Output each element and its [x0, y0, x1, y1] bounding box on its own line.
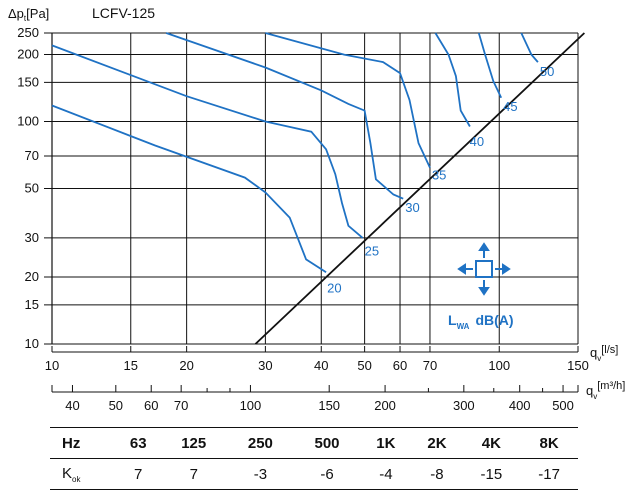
curve-label-35: 35 [432, 168, 446, 183]
curve-20 [51, 104, 327, 274]
x-tick-label-m3h: 150 [318, 398, 340, 413]
x-tick-label-m3h: 300 [453, 398, 475, 413]
y-tick-label: 100 [17, 114, 39, 129]
x-tick-label-m3h: 60 [144, 398, 158, 413]
curve-label-40: 40 [470, 134, 484, 149]
table-cell: 7 [160, 458, 228, 490]
y-tick-label: 10 [25, 336, 39, 351]
table-cell: -3 [227, 458, 294, 490]
curve-label-20: 20 [327, 280, 341, 295]
curve-35 [265, 32, 431, 169]
x-tick-label-ls: 20 [179, 358, 193, 373]
table-cell: -6 [293, 458, 361, 490]
x-tick-label-m3h: 40 [65, 398, 79, 413]
table-header-cell: 250 [227, 427, 294, 459]
table-cell: 7 [116, 458, 161, 490]
table-header-cell: 4K [462, 427, 521, 459]
x-axis-m3h: 40 50 60 70 100 150 200 300 400 500 [51, 385, 579, 413]
legend-label: LWA dB(A) [448, 312, 514, 331]
x-tick-label-ls: 70 [423, 358, 437, 373]
curve-label-25: 25 [365, 243, 379, 258]
x-tick-label-m3h: 200 [374, 398, 396, 413]
x-tick-label-ls: 150 [567, 358, 589, 373]
table-header-cell: Hz [50, 427, 116, 459]
y-tick-label: 30 [25, 230, 39, 245]
table-header-row: Hz 63 125 250 500 1K 2K 4K 8K [50, 427, 578, 459]
x-tick-label-ls: 15 [124, 358, 138, 373]
sound-level-curves [51, 32, 539, 274]
x-tick-label-m3h: 100 [240, 398, 262, 413]
table-cell: -17 [520, 458, 578, 490]
x-tick-label-ls: 100 [488, 358, 510, 373]
y-tick-label: 50 [25, 181, 39, 196]
y-tick-label: 200 [17, 47, 39, 62]
x-tick-label-m3h: 500 [552, 398, 574, 413]
table-header-cell: 2K [411, 427, 463, 459]
x-tick-label-ls: 60 [393, 358, 407, 373]
table-header-cell: 125 [160, 427, 228, 459]
y-axis-label: Δpt[Pa] [8, 6, 49, 23]
grid [44, 32, 579, 345]
x-tick-label-ls: 40 [314, 358, 328, 373]
curve-50 [520, 32, 539, 63]
table-header-cell: 8K [520, 427, 578, 459]
x-axis-m3h-label: qv[m³/h] [586, 380, 625, 401]
y-tick-label: 70 [25, 148, 39, 163]
flow-direction-icon [457, 242, 511, 296]
x-tick-label-m3h: 50 [109, 398, 123, 413]
x-tick-label-ls: 50 [357, 358, 371, 373]
kok-correction-table: Hz 63 125 250 500 1K 2K 4K 8K Kok 7 7 -3… [50, 427, 578, 490]
curve-25 [51, 44, 364, 239]
table-row: Kok 7 7 -3 -6 -4 -8 -15 -17 [50, 458, 578, 490]
x-tick-label-m3h: 400 [509, 398, 531, 413]
table-cell: -4 [360, 458, 412, 490]
table-header-cell: 1K [360, 427, 412, 459]
curve-label-45: 45 [503, 99, 517, 114]
y-tick-labels: 10 15 20 30 50 70 100 150 200 250 [17, 25, 39, 351]
curve-label-30: 30 [405, 200, 419, 215]
table-header-cell: 63 [116, 427, 161, 459]
y-tick-label: 15 [25, 297, 39, 312]
row-label: Kok [50, 458, 116, 490]
chart-title: LCFV-125 [92, 5, 155, 21]
x-tick-label-ls: 30 [258, 358, 272, 373]
pressure-flow-chart: Δpt[Pa] LCFV-125 10 15 20 30 50 70 100 150 200 25… [8, 5, 625, 413]
y-tick-label: 250 [17, 25, 39, 40]
curve-label-50: 50 [540, 64, 554, 79]
curve-labels: 20 25 30 35 40 45 50 [327, 64, 554, 295]
system-line [254, 32, 585, 345]
x-axis-ls: 10 15 20 30 40 50 60 70 100 150 [45, 346, 589, 373]
legend: LWA dB(A) [448, 242, 514, 331]
table-cell: -8 [411, 458, 463, 490]
curve-45 [477, 32, 503, 99]
x-tick-label-ls: 10 [45, 358, 59, 373]
x-axis-ls-label: qv[l/s] [590, 344, 618, 363]
curve-30 [165, 32, 404, 200]
x-tick-label-m3h: 70 [174, 398, 188, 413]
curve-40 [434, 32, 471, 127]
system-line-path [254, 32, 585, 345]
y-tick-label: 150 [17, 74, 39, 89]
y-tick-label: 20 [25, 269, 39, 284]
table-header-cell: 500 [293, 427, 361, 459]
table-cell: -15 [462, 458, 521, 490]
